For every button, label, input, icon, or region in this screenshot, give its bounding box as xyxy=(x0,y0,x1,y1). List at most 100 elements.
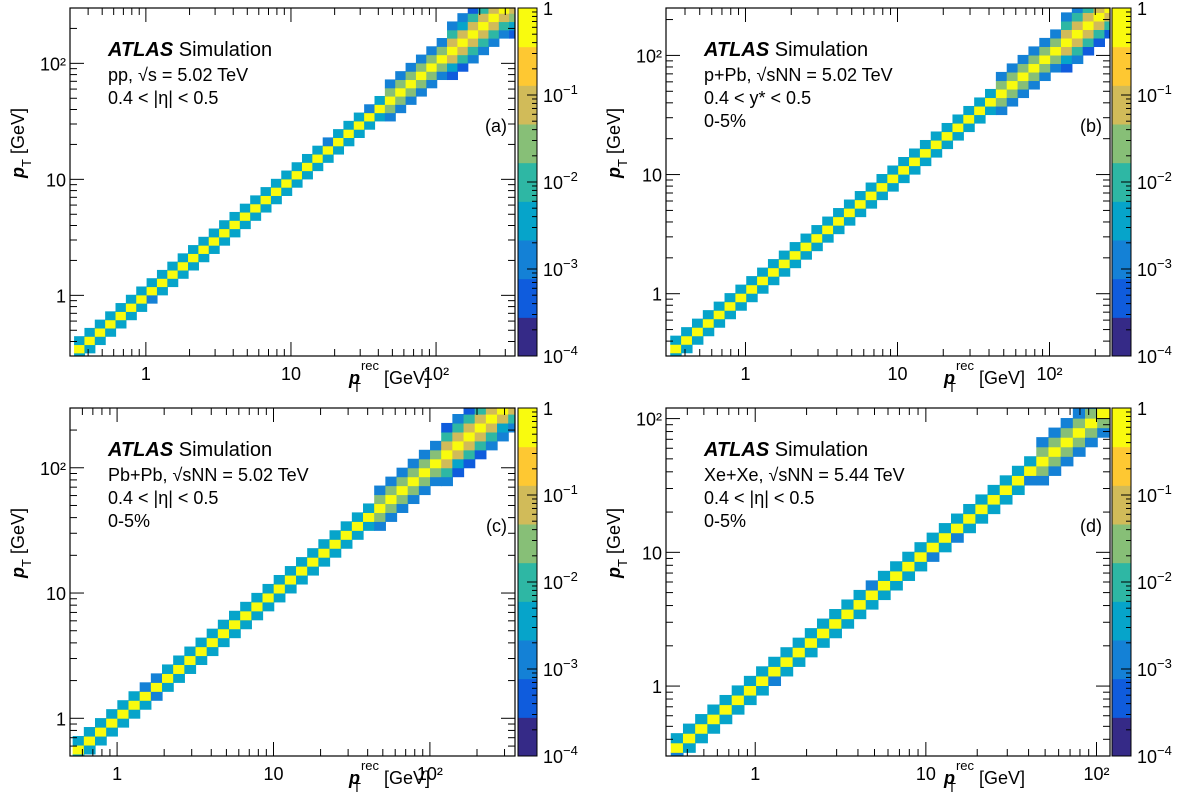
heatmap-cell xyxy=(83,744,96,755)
heatmap-cell xyxy=(156,269,168,279)
heatmap-cell xyxy=(800,242,812,252)
heatmap-cell xyxy=(395,87,407,97)
heatmap-cell xyxy=(364,104,376,114)
heatmap-cell xyxy=(1115,0,1126,4)
heatmap-cell xyxy=(735,301,747,311)
heatmap-cell xyxy=(436,62,448,72)
heatmap-cell xyxy=(329,530,342,540)
heatmap-cell xyxy=(1060,37,1073,48)
x-tick-label: 10 xyxy=(887,364,907,384)
heatmap-cell xyxy=(333,145,345,155)
heatmap-cell xyxy=(296,557,308,567)
heatmap-cell xyxy=(898,157,910,167)
heatmap-cell xyxy=(173,655,185,666)
heatmap-cell xyxy=(206,646,219,657)
heatmap-cell xyxy=(1093,20,1105,30)
heatmap-cell xyxy=(296,566,308,576)
heatmap-cell xyxy=(1082,37,1095,48)
colorbar-segment xyxy=(1112,201,1131,241)
heatmap-cell xyxy=(509,8,515,14)
heatmap-cell xyxy=(519,378,531,388)
heatmap-cell xyxy=(340,521,353,531)
heatmap-cell xyxy=(811,225,823,235)
heatmap-cell xyxy=(415,79,427,89)
heatmap-cell xyxy=(322,153,334,163)
atlas-label: ATLAS Simulation xyxy=(107,439,272,461)
heatmap-cell xyxy=(909,157,921,167)
heatmap-cell xyxy=(395,95,407,105)
heatmap-cell xyxy=(1122,361,1135,371)
heatmap-cell xyxy=(1050,63,1062,73)
colorbar: 1 10−1 10−2 10−3 10−4 xyxy=(517,399,578,767)
heatmap-cell xyxy=(467,8,479,14)
heatmap-cell xyxy=(284,583,297,594)
legend-line: Xe+Xe, √sNN = 5.44 TeV xyxy=(704,465,905,485)
heatmap-cell xyxy=(1071,8,1084,13)
heatmap-cell xyxy=(926,551,940,562)
heatmap-cell xyxy=(780,656,794,667)
heatmap-cell xyxy=(987,484,1001,496)
heatmap-cell xyxy=(184,664,197,674)
heatmap-cell xyxy=(909,148,921,158)
heatmap-cell xyxy=(1036,437,1050,448)
x-axis-title: prec T [GeV] xyxy=(348,758,430,795)
heatmap-cell xyxy=(1104,20,1110,30)
y-tick-label: 1 xyxy=(56,709,66,729)
heatmap-cell xyxy=(407,467,420,478)
heatmap-cell xyxy=(792,656,806,667)
heatmap-cell xyxy=(768,666,782,677)
colorbar-segment xyxy=(518,201,537,241)
heatmap-cell xyxy=(452,414,465,424)
heatmap-cell xyxy=(670,733,684,744)
heatmap-cell xyxy=(374,95,386,105)
heatmap-cell xyxy=(707,723,721,734)
heatmap-cell xyxy=(74,336,86,346)
heatmap-cell xyxy=(407,458,420,469)
heatmap-cell xyxy=(756,675,769,687)
heatmap-cell xyxy=(426,46,438,56)
heatmap-cell xyxy=(441,422,453,433)
heatmap-cell xyxy=(930,131,943,141)
heatmap-cell xyxy=(702,318,715,328)
heatmap-cell xyxy=(757,284,769,294)
heatmap-cell xyxy=(478,46,490,56)
heatmap-cell xyxy=(914,542,928,553)
heatmap-cell xyxy=(816,618,830,629)
heatmap-cell xyxy=(467,13,479,23)
heatmap-cell xyxy=(1104,0,1115,4)
colorbar-segment xyxy=(1112,601,1131,641)
heatmap-cells xyxy=(670,0,1126,356)
heatmap-cell xyxy=(963,105,975,116)
heatmap-cell xyxy=(485,422,498,433)
heatmap-cell xyxy=(95,735,107,746)
heatmap-cell xyxy=(792,647,806,658)
heatmap-cell xyxy=(374,521,386,531)
heatmap-cell xyxy=(876,191,888,201)
heatmap-cell xyxy=(941,139,954,150)
heatmap-cell xyxy=(497,387,509,397)
heatmap-cell xyxy=(719,714,733,725)
heatmap-cell xyxy=(385,512,398,522)
heatmap-cell xyxy=(822,216,834,226)
heatmap-cell xyxy=(405,95,417,105)
heatmap-cell xyxy=(436,46,448,56)
heatmap-cell xyxy=(374,485,386,496)
colorbar-tick-label: 10−1 xyxy=(543,82,578,106)
heatmap-cell xyxy=(415,62,427,72)
panel-label: (a) xyxy=(485,116,507,136)
x-tick-label: 10² xyxy=(1037,364,1063,384)
heatmap-cell xyxy=(1104,8,1110,13)
y-tick-label: 10 xyxy=(642,166,662,186)
heatmap-cell xyxy=(128,691,141,701)
heatmap-cell xyxy=(83,735,96,746)
heatmap-cell xyxy=(301,170,313,180)
heatmap-cell xyxy=(333,129,345,138)
heatmap-cell xyxy=(902,561,916,572)
heatmap-cell xyxy=(475,396,487,406)
heatmap-cell xyxy=(691,335,704,345)
heatmap-cell xyxy=(1006,88,1019,99)
heatmap-cell xyxy=(260,195,272,205)
heatmap-cell xyxy=(488,13,500,23)
heatmap-cell xyxy=(374,503,386,513)
